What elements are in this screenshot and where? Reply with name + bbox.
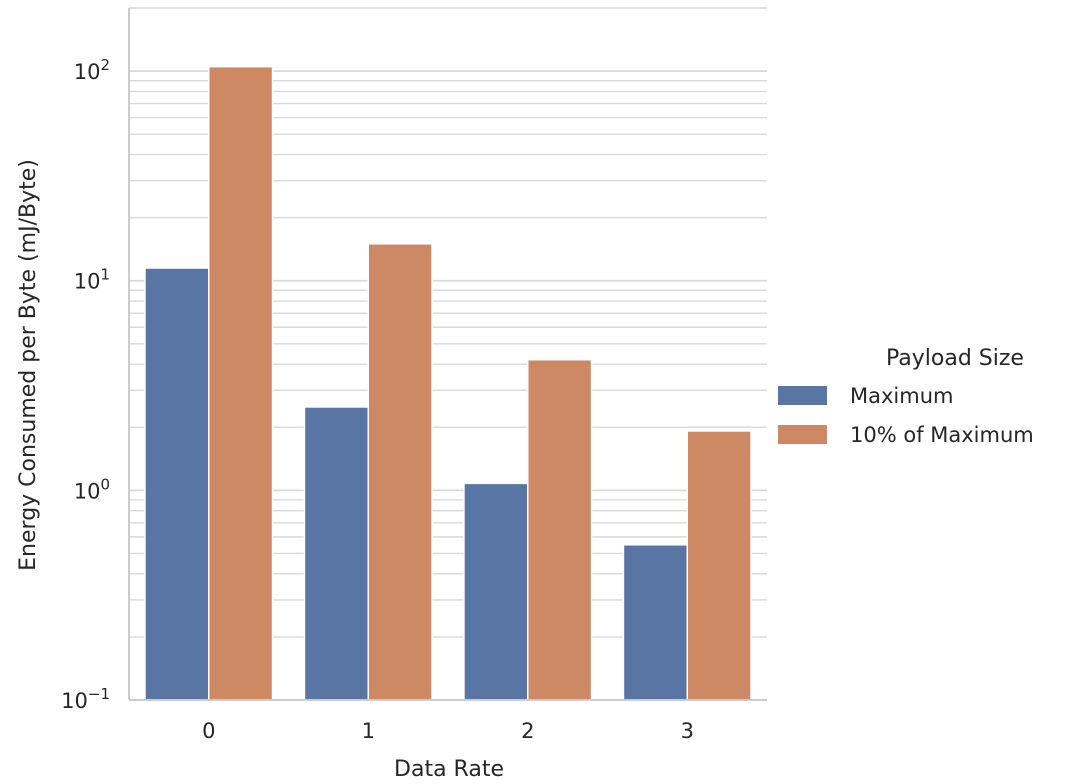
legend: Payload Size Maximum 10% of Maximum xyxy=(778,346,1034,447)
x-tick-label: 2 xyxy=(521,719,534,743)
bar-maximum-1 xyxy=(303,406,370,701)
x-axis-title: Data Rate xyxy=(394,757,504,782)
bar-maximum-2 xyxy=(463,482,529,701)
x-tick-label: 1 xyxy=(362,719,375,743)
legend-title: Payload Size xyxy=(886,346,1024,371)
y-tick-label: 102 xyxy=(74,56,110,84)
legend-label-maximum: Maximum xyxy=(850,384,953,408)
x-tick-label: 0 xyxy=(202,719,215,743)
y-tick-label: 101 xyxy=(74,266,110,294)
bar-10-of-maximum-2 xyxy=(527,358,593,701)
ticks-layer: 0 1 2 3 102 101 100 10−1 xyxy=(61,56,694,743)
bar-10-of-maximum-3 xyxy=(686,430,752,701)
legend-swatch-10pct xyxy=(778,425,827,444)
y-tick-label: 100 xyxy=(74,475,110,503)
bar-10-of-maximum-1 xyxy=(367,243,433,701)
bar-maximum-0 xyxy=(144,267,210,701)
bars-layer xyxy=(144,65,752,701)
bar-10-of-maximum-0 xyxy=(208,65,274,701)
legend-label-10pct: 10% of Maximum xyxy=(850,423,1034,447)
y-tick-label: 10−1 xyxy=(61,685,110,713)
bar-maximum-3 xyxy=(622,544,689,701)
axes-layer xyxy=(128,8,767,701)
y-axis-title: Energy Consumed per Byte (mJ/Byte) xyxy=(16,159,41,571)
legend-swatch-maximum xyxy=(778,386,827,405)
x-tick-label: 3 xyxy=(681,719,694,743)
